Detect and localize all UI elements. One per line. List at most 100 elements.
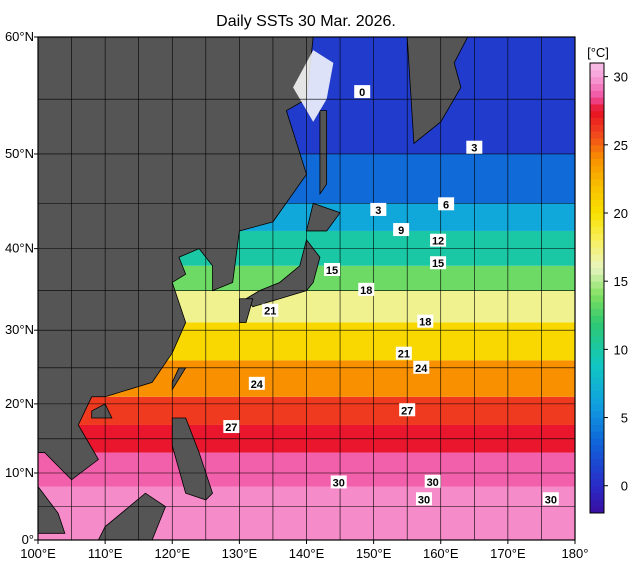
contour-label-bg: [358, 282, 375, 296]
x-tick-label: 160°E: [423, 546, 459, 561]
land: [245, 238, 321, 308]
y-tick-label: 30°N: [5, 322, 34, 337]
colorbar-cell: [590, 274, 604, 282]
colorbar-cell: [590, 185, 604, 194]
land: [319, 110, 328, 196]
contour-label-bg: [413, 360, 430, 374]
colorbar-cell: [590, 103, 604, 112]
contour-label: 21: [264, 306, 276, 318]
colorbar-tick-label: 15: [614, 274, 628, 289]
colorbar-cell: [590, 144, 604, 153]
contour-label-bg: [424, 474, 441, 488]
contour-label-bg: [262, 303, 279, 317]
colorbar-cell: [590, 97, 604, 105]
contour-label: 30: [333, 477, 345, 489]
land: [305, 202, 341, 232]
colorbar-frame: [589, 62, 605, 514]
colorbar-cell: [590, 172, 604, 180]
colorbar-tick-label: 10: [614, 342, 628, 357]
colorbar-cell: [590, 267, 604, 275]
x-tick-label: 170°E: [490, 546, 526, 561]
colorbar-cell: [590, 465, 604, 473]
colorbar-cell: [590, 199, 604, 207]
title: Daily SSTs 30 Mar. 2026.: [216, 13, 396, 30]
contour-label: 15: [326, 265, 338, 277]
contour-label-bg: [415, 492, 432, 506]
colorbar-cell: [590, 294, 604, 303]
colorbar-cell: [590, 192, 604, 200]
contour-label: 9: [398, 225, 404, 237]
colorbar-cell: [590, 363, 604, 371]
contour-label: 18: [419, 317, 431, 329]
contour-label-bg: [430, 233, 447, 247]
colorbar-cell: [590, 288, 604, 296]
colorbar-cell: [590, 124, 604, 132]
colorbar-cell: [590, 369, 604, 378]
colorbar-cell: [590, 410, 604, 419]
contour-label-bg: [430, 256, 447, 270]
contour-label-bg: [438, 197, 455, 211]
contour-label: 30: [545, 494, 557, 506]
colorbar-tick-label: 20: [614, 206, 628, 221]
colorbar-cell: [590, 83, 604, 91]
contour-label: 30: [427, 477, 439, 489]
colorbar-cell: [590, 308, 604, 316]
contour-label-bg: [393, 223, 410, 237]
colorbar-cell: [590, 499, 604, 507]
colorbar-cell: [590, 219, 604, 228]
x-tick-label: 110°E: [88, 546, 123, 561]
colorbar-tick-label: 5: [621, 411, 628, 426]
contour-label: 24: [415, 363, 428, 375]
colorbar-cell: [590, 110, 604, 119]
contour-label: 30: [418, 494, 430, 506]
y-tick-label: 50°N: [5, 146, 34, 161]
colorbar-cell: [590, 506, 604, 514]
land: [37, 36, 314, 481]
colorbar-cell: [590, 165, 604, 173]
colorbar-cell: [590, 240, 604, 248]
colorbar-cell: [590, 478, 604, 487]
x-tick-label: 140°E: [289, 546, 325, 561]
y-tick-label: 60°N: [5, 29, 34, 44]
y-tick-label: 10°N: [5, 465, 34, 480]
colorbar-tick-label: 0: [621, 479, 628, 494]
contour-label: 24: [251, 379, 264, 391]
contour-label: 27: [225, 422, 237, 434]
contour-label-bg: [223, 420, 240, 434]
y-tick-label: 0°: [22, 532, 34, 547]
colorbar-cell: [590, 438, 604, 446]
colorbar-cell: [590, 63, 604, 71]
colorbar-cell: [590, 424, 604, 432]
contour-label: 12: [432, 236, 444, 248]
contour-label-bg: [466, 140, 483, 154]
colorbar-cell: [590, 301, 604, 309]
sea-ice: [293, 50, 334, 122]
colorbar-cell: [590, 260, 604, 269]
contour-label: 3: [375, 205, 381, 217]
contour-label: 6: [443, 199, 449, 211]
contour-label-bg: [354, 85, 371, 99]
colorbar-cell: [590, 458, 604, 466]
contour-label-bg: [324, 262, 341, 276]
colorbar-cell: [590, 315, 604, 323]
colorbar-cell: [590, 444, 604, 453]
contour-label-bg: [248, 376, 265, 390]
contour-label: 3: [471, 143, 477, 155]
colorbar-cell: [590, 485, 604, 494]
contour-label: 21: [398, 349, 410, 361]
x-tick-label: 130°E: [222, 546, 258, 561]
colorbar-cell: [590, 342, 604, 350]
colorbar-cell: [590, 383, 604, 391]
y-tick-label: 40°N: [5, 241, 34, 256]
colorbar-cell: [590, 247, 604, 255]
contour-label-bg: [330, 475, 347, 489]
colorbar-cell: [590, 233, 604, 241]
contour-label: 15: [432, 258, 444, 270]
colorbar-cell: [590, 253, 604, 262]
colorbar-cell: [590, 131, 604, 139]
contour-label-bg: [370, 202, 387, 216]
contour-label: 18: [360, 285, 372, 297]
contour-label-bg: [417, 314, 434, 328]
y-tick-label: 20°N: [5, 396, 34, 411]
